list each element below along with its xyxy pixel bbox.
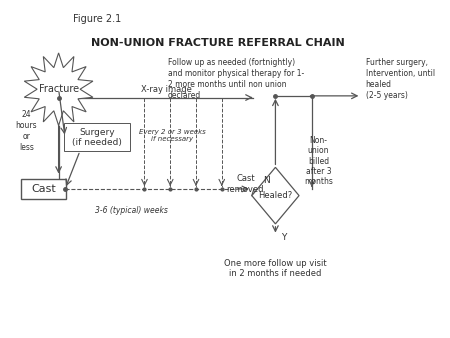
Text: X-ray image: X-ray image: [140, 85, 191, 94]
Text: 24
hours
or
less: 24 hours or less: [16, 110, 37, 152]
Text: Y: Y: [281, 233, 287, 242]
Text: Fracture: Fracture: [39, 84, 79, 94]
Polygon shape: [24, 53, 93, 125]
Text: Cast: Cast: [31, 184, 56, 194]
FancyBboxPatch shape: [64, 123, 130, 151]
Text: Surgery
(if needed): Surgery (if needed): [72, 128, 122, 147]
Text: Non-
union
billed
after 3
months: Non- union billed after 3 months: [304, 136, 333, 186]
Text: NON-UNION FRACTURE REFERRAL CHAIN: NON-UNION FRACTURE REFERRAL CHAIN: [90, 38, 344, 48]
Text: Every 2 or 3 weeks
if necessary: Every 2 or 3 weeks if necessary: [139, 129, 206, 142]
Text: 3-6 (typical) weeks: 3-6 (typical) weeks: [95, 206, 168, 215]
FancyBboxPatch shape: [21, 179, 66, 199]
Text: N: N: [263, 175, 270, 185]
Text: Follow up as needed (fortnightly)
and monitor physical therapy for 1-
2 more mon: Follow up as needed (fortnightly) and mo…: [168, 58, 304, 100]
Text: Healed?: Healed?: [258, 191, 292, 200]
Text: Cast
removed: Cast removed: [227, 174, 264, 194]
Text: Further surgery,
Intervention, until
healed
(2-5 years): Further surgery, Intervention, until hea…: [365, 58, 435, 100]
Text: Figure 2.1: Figure 2.1: [73, 15, 122, 24]
Text: One more follow up visit
in 2 months if needed: One more follow up visit in 2 months if …: [224, 259, 327, 278]
Polygon shape: [252, 167, 299, 224]
